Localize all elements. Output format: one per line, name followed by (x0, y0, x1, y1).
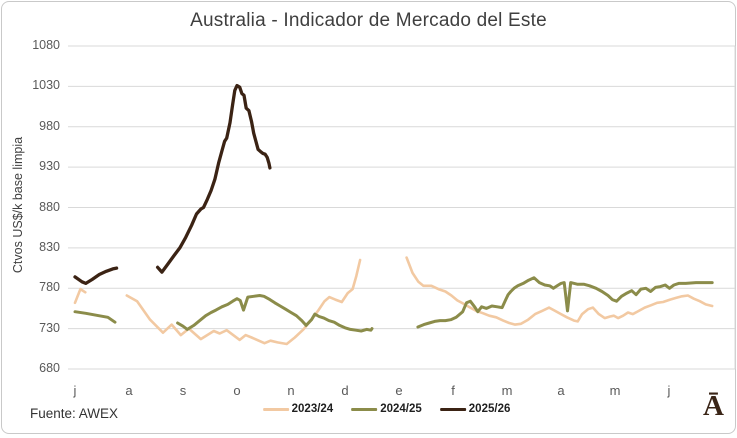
y-tick-label: 1080 (32, 38, 60, 52)
legend-item-2025-26: 2025/26 (439, 403, 511, 415)
series-line-2024-25 (73, 310, 117, 324)
y-tick-label: 730 (39, 320, 60, 335)
y-tick-label: 980 (39, 118, 60, 133)
series-line-2023-24 (405, 256, 714, 326)
source-note: Fuente: AWEX (30, 406, 119, 421)
legend-item-2023-24: 2023/24 (262, 403, 334, 415)
x-tick-label: m (501, 383, 513, 398)
series-line-2025-26 (155, 83, 272, 274)
chart-title: Australia - Indicador de Mercado del Est… (190, 10, 547, 31)
x-tick-label: j (667, 383, 671, 398)
x-tick-label: d (341, 383, 349, 398)
series-line-2024-25 (416, 276, 714, 329)
x-tick-label: e (395, 383, 403, 398)
legend-label: 2023/24 (291, 403, 334, 415)
x-tick-label: o (233, 383, 241, 398)
x-tick-label: a (125, 383, 133, 398)
brand-logo: Ā (703, 390, 724, 422)
x-tick-label: a (557, 383, 565, 398)
y-tick-label: 780 (39, 280, 60, 295)
x-tick-label: m (609, 383, 621, 398)
series-line-2025-26 (73, 266, 119, 286)
y-tick-label: 880 (39, 199, 60, 214)
legend-label: 2025/26 (468, 403, 511, 415)
y-tick-label: 830 (39, 239, 60, 254)
legend-label: 2024/25 (380, 403, 422, 415)
series-line-2024-25 (176, 294, 374, 333)
x-tick-label: n (287, 383, 295, 398)
x-tick-label: j (73, 383, 77, 398)
y-tick-label: 680 (39, 361, 60, 375)
chart-legend: 2023/24 2024/25 2025/26 (262, 403, 511, 415)
x-tick-label: s (179, 383, 187, 398)
series-line-2023-24 (125, 258, 362, 346)
series-line-2023-24 (73, 287, 87, 305)
legend-swatch-2023-24-icon (262, 407, 289, 411)
x-tick-label: f (451, 383, 455, 398)
legend-swatch-2025-26-icon (439, 407, 466, 411)
legend-swatch-2024-25-icon (351, 407, 378, 411)
legend-item-2024-25: 2024/25 (351, 403, 422, 415)
y-tick-label: 930 (39, 159, 60, 174)
y-tick-label: 1030 (32, 78, 60, 93)
